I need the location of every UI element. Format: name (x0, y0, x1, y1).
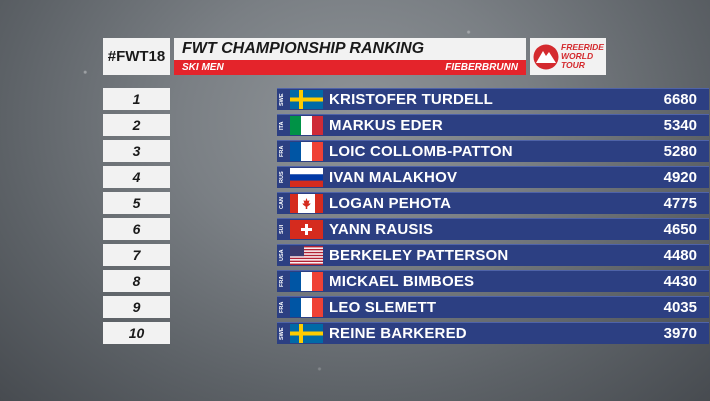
athlete-name: LEO SLEMETT (329, 299, 437, 316)
sweden-flag-icon (290, 90, 323, 109)
nation-code: ITA (279, 121, 285, 130)
athlete-name: IVAN MALAKHOV (329, 169, 458, 186)
sweden-flag-icon (290, 324, 323, 343)
nation-code: SWE (279, 327, 285, 340)
athlete-bar: FRA MICKAEL BIMBOES 4430 (277, 270, 709, 292)
france-flag-icon (290, 272, 323, 291)
switzerland-flag-icon (290, 220, 323, 239)
points-value: 4035 (663, 299, 697, 316)
freeride-world-tour-logo: FREERIDE WORLD TOUR (530, 38, 606, 75)
category-label: SKI MEN (182, 62, 224, 73)
points-value: 5340 (663, 117, 697, 134)
athlete-bar: FRA LEO SLEMETT 4035 (277, 296, 709, 318)
france-flag-icon (290, 298, 323, 317)
athlete-bar: SWE REINE BARKERED 3970 (277, 322, 709, 344)
nation-code: RUS (279, 171, 285, 184)
athlete-bar: CAN LOGAN PEHOTA 4775 (277, 192, 709, 214)
nation-code: CAN (279, 197, 285, 210)
rank-number: 10 (103, 322, 170, 344)
title-panel: FWT CHAMPIONSHIP RANKING SKI MEN FIEBERB… (174, 38, 526, 75)
ranking-title: FWT CHAMPIONSHIP RANKING (174, 38, 526, 60)
subtitle-bar: SKI MEN FIEBERBRUNN (174, 60, 526, 75)
nation-code: SWE (279, 93, 285, 106)
athlete-name: BERKELEY PATTERSON (329, 247, 509, 264)
rank-number: 2 (103, 114, 170, 136)
points-value: 4650 (663, 221, 697, 238)
nation-code: USA (279, 249, 285, 262)
athlete-bar: USA BERKELEY PATTERSON 4480 (277, 244, 709, 266)
athlete-bar: FRA LOIC COLLOMB-PATTON 5280 (277, 140, 709, 162)
rank-number: 4 (103, 166, 170, 188)
rank-number: 5 (103, 192, 170, 214)
athlete-bar: RUS IVAN MALAKHOV 4920 (277, 166, 709, 188)
athlete-name: MARKUS EDER (329, 117, 443, 134)
logo-wordmark: FREERIDE WORLD TOUR (561, 42, 604, 70)
points-value: 4775 (663, 195, 697, 212)
rank-number: 1 (103, 88, 170, 110)
athlete-bar: SUI YANN RAUSIS 4650 (277, 218, 709, 240)
athlete-name: LOIC COLLOMB-PATTON (329, 143, 513, 160)
nation-code: FRA (279, 275, 285, 288)
points-value: 4430 (663, 273, 697, 290)
nation-code: SUI (279, 224, 285, 235)
athlete-name: LOGAN PEHOTA (329, 195, 452, 212)
hashtag-label: #FWT18 (103, 38, 170, 75)
points-value: 3970 (663, 325, 697, 342)
mountain-icon (533, 44, 559, 69)
athlete-bar: ITA MARKUS EDER 5340 (277, 114, 709, 136)
usa-flag-icon (290, 246, 323, 265)
canada-flag-icon (290, 194, 323, 213)
points-value: 4480 (663, 247, 697, 264)
italy-flag-icon (290, 116, 323, 135)
rank-number: 7 (103, 244, 170, 266)
venue-label: FIEBERBRUNN (445, 62, 518, 73)
points-value: 4920 (663, 169, 697, 186)
nation-code: FRA (279, 145, 285, 158)
points-value: 6680 (663, 91, 697, 108)
france-flag-icon (290, 142, 323, 161)
athlete-name: YANN RAUSIS (329, 221, 434, 238)
rank-number: 8 (103, 270, 170, 292)
athlete-bar: SWE KRISTOFER TURDELL 6680 (277, 88, 709, 110)
rank-number: 6 (103, 218, 170, 240)
nation-code: FRA (279, 301, 285, 314)
athlete-name: KRISTOFER TURDELL (329, 91, 493, 108)
russia-flag-icon (290, 168, 323, 187)
athlete-name: MICKAEL BIMBOES (329, 273, 475, 290)
athlete-name: REINE BARKERED (329, 325, 467, 342)
rank-number: 3 (103, 140, 170, 162)
points-value: 5280 (663, 143, 697, 160)
rank-number: 9 (103, 296, 170, 318)
